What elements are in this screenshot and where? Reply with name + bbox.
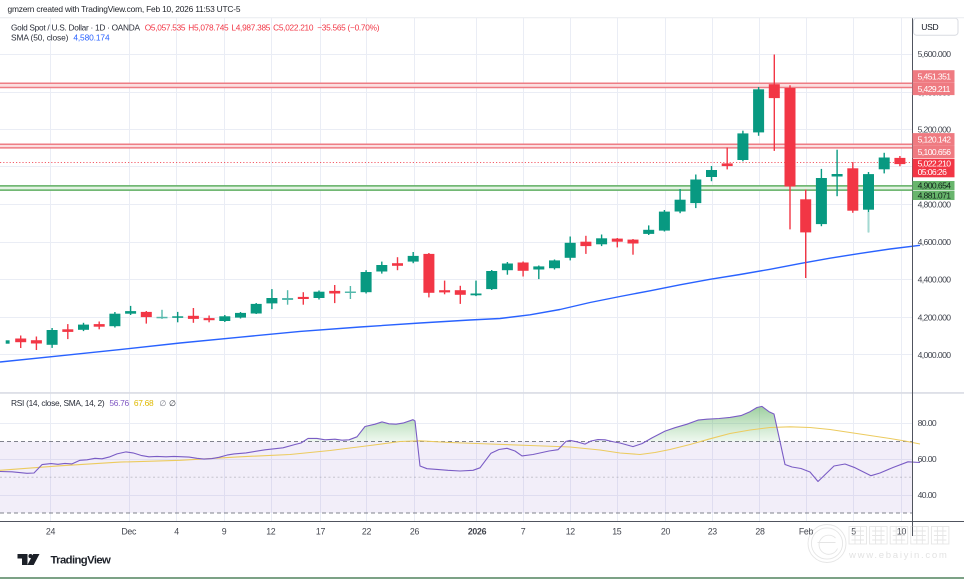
svg-text:12: 12 (266, 526, 276, 536)
svg-text:RSI (14, close, SMA, 14, 2)56.: RSI (14, close, SMA, 14, 2) 56.76 67.68 ∅ ∅ (11, 398, 176, 408)
svg-text:Feb: Feb (799, 526, 814, 536)
svg-text:5,429.211: 5,429.211 (918, 84, 951, 94)
svg-text:Gold Spot / U.S. Dollar · 1D ·: Gold Spot / U.S. Dollar · 1D · OANDA O5,0… (11, 23, 380, 33)
svg-text:5,100.656: 5,100.656 (918, 147, 952, 157)
svg-text:60.00: 60.00 (918, 454, 937, 464)
svg-text:9: 9 (222, 526, 227, 536)
svg-text:26: 26 (410, 526, 420, 536)
svg-text:12: 12 (566, 526, 576, 536)
svg-text:SMA (50, close)4,580.174: SMA (50, close) 4,580.174 (11, 33, 110, 43)
svg-text:23: 23 (708, 526, 718, 536)
svg-text:5,200.000: 5,200.000 (918, 124, 952, 134)
svg-text:5: 5 (851, 526, 856, 536)
svg-text:4,600.000: 4,600.000 (918, 237, 952, 247)
svg-text:22: 22 (362, 526, 372, 536)
svg-text:40.00: 40.00 (918, 490, 937, 500)
svg-text:05:06:26: 05:06:26 (918, 167, 947, 177)
svg-text:www.ebaiyin.com: www.ebaiyin.com (848, 550, 949, 561)
svg-text:80.00: 80.00 (918, 418, 937, 428)
svg-text:gmzern created with TradingVie: gmzern created with TradingView.com, Feb… (8, 4, 241, 14)
svg-text:4,900.654: 4,900.654 (918, 181, 952, 191)
svg-text:Dec: Dec (121, 526, 137, 536)
svg-text:4,400.000: 4,400.000 (918, 275, 952, 285)
svg-text:5,451.351: 5,451.351 (918, 72, 952, 82)
svg-text:USD: USD (921, 22, 938, 32)
svg-text:5,120.142: 5,120.142 (918, 134, 952, 144)
svg-text:7: 7 (521, 526, 526, 536)
svg-text:24: 24 (46, 526, 56, 536)
svg-text:17: 17 (316, 526, 326, 536)
svg-text:5,022.210: 5,022.210 (918, 158, 952, 168)
svg-text:4: 4 (174, 526, 179, 536)
svg-text:5,600.000: 5,600.000 (918, 49, 952, 59)
svg-text:4,000.000: 4,000.000 (918, 350, 952, 360)
svg-text:15: 15 (612, 526, 622, 536)
svg-text:4,800.000: 4,800.000 (918, 200, 952, 210)
svg-text:4,200.000: 4,200.000 (918, 312, 952, 322)
svg-text:10: 10 (897, 526, 907, 536)
svg-text:4,881.071: 4,881.071 (918, 191, 952, 201)
svg-text:28: 28 (755, 526, 765, 536)
svg-text:2026: 2026 (468, 526, 487, 536)
svg-text:TradingView: TradingView (51, 555, 112, 567)
svg-text:20: 20 (661, 526, 671, 536)
